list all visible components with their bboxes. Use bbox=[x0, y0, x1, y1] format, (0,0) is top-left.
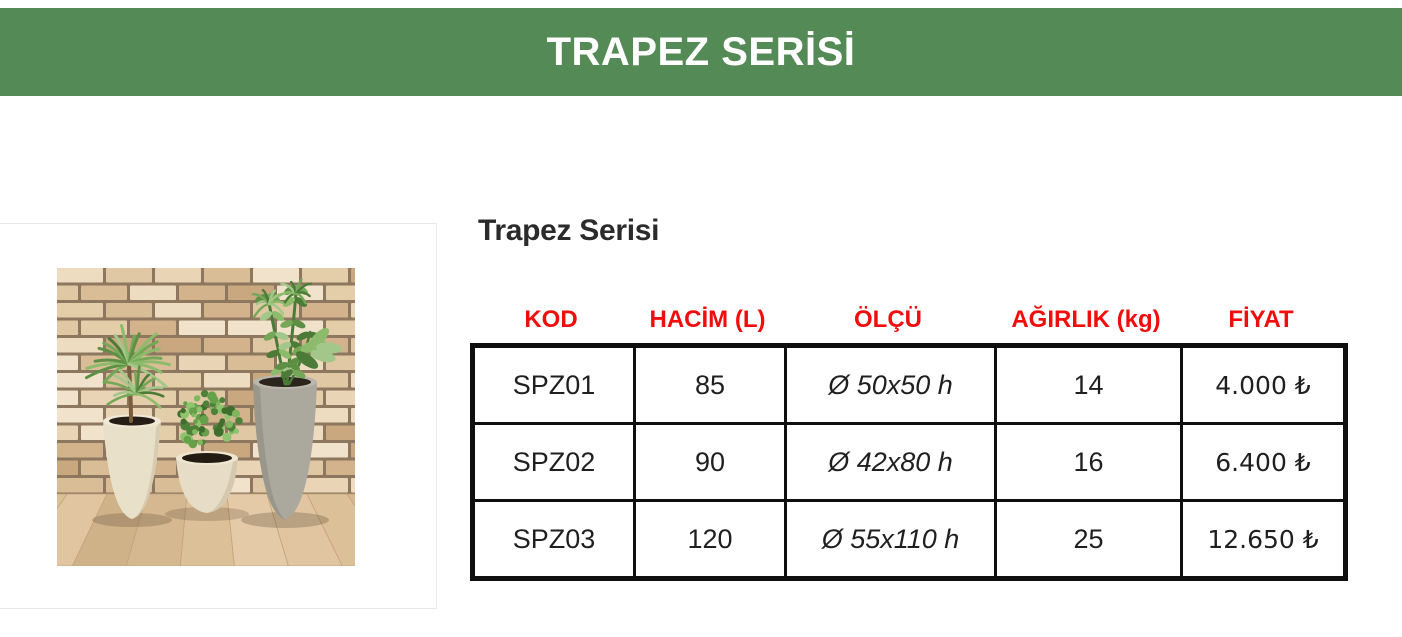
table-header-cell: KOD bbox=[524, 306, 578, 333]
product-table: SPZ01 85 Ø 50x50 h 14 4.000 ₺ SPZ02 90 Ø… bbox=[470, 343, 1348, 581]
table-cell-agirlik: 16 bbox=[994, 422, 1183, 502]
pot-shadow bbox=[241, 512, 329, 528]
table-header-cell: ÖLÇÜ bbox=[854, 306, 922, 333]
table-cell-olcu: Ø 42x80 h bbox=[784, 422, 997, 502]
table-row: SPZ02 90 Ø 42x80 h 16 6.400 ₺ bbox=[471, 422, 1347, 502]
product-card bbox=[0, 223, 437, 609]
table-cell-fiyat: 4.000 ₺ bbox=[1180, 344, 1347, 425]
table-cell-kod: SPZ02 bbox=[471, 422, 636, 502]
middle-plant bbox=[177, 389, 243, 449]
table-cell-fiyat: 12.650 ₺ bbox=[1180, 499, 1347, 580]
table-cell-hacim: 85 bbox=[633, 344, 787, 425]
table-cell-olcu: Ø 50x50 h bbox=[784, 344, 997, 425]
product-heading: Trapez Serisi bbox=[478, 214, 660, 247]
table-cell-agirlik: 14 bbox=[994, 344, 1183, 425]
pot-shadow bbox=[92, 513, 172, 527]
series-banner: TRAPEZ SERİSİ bbox=[0, 8, 1402, 96]
table-cell-olcu: Ø 55x110 h bbox=[784, 499, 997, 580]
middle-planter bbox=[176, 451, 238, 513]
table-cell-fiyat: 6.400 ₺ bbox=[1180, 422, 1347, 502]
table-header-row: KOD HACİM (L) ÖLÇÜ AĞIRLIK (kg) FİYAT bbox=[470, 300, 1343, 340]
table-header-cell: FİYAT bbox=[1228, 306, 1294, 333]
table-row: SPZ03 120 Ø 55x110 h 25 12.650 ₺ bbox=[471, 499, 1347, 580]
table-header-cell: HACİM (L) bbox=[649, 306, 766, 333]
table-cell-kod: SPZ01 bbox=[471, 344, 636, 425]
banner-title: TRAPEZ SERİSİ bbox=[546, 29, 856, 74]
table-row: SPZ01 85 Ø 50x50 h 14 4.000 ₺ bbox=[471, 344, 1347, 425]
trapez-planters-photo bbox=[57, 268, 355, 566]
pot-shadow bbox=[165, 507, 249, 521]
table-cell-kod: SPZ03 bbox=[471, 499, 636, 580]
left-plant bbox=[84, 323, 172, 409]
table-cell-agirlik: 25 bbox=[994, 499, 1183, 580]
table-header-cell: AĞIRLIK (kg) bbox=[1011, 306, 1161, 333]
right-plant bbox=[251, 278, 342, 379]
right-planter bbox=[253, 290, 317, 519]
table-cell-hacim: 90 bbox=[633, 422, 787, 502]
table-cell-hacim: 120 bbox=[633, 499, 787, 580]
